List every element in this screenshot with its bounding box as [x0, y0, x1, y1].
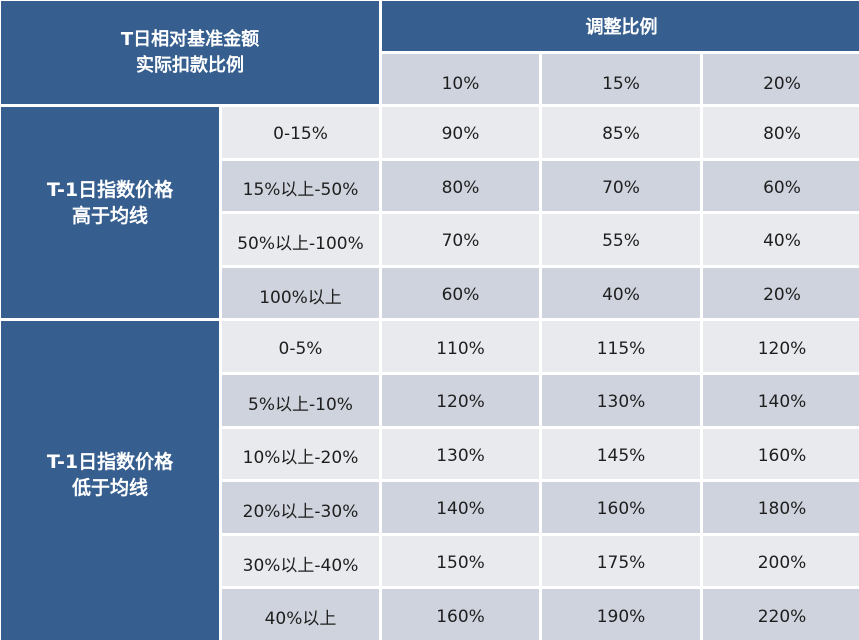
value-cell: 160% — [542, 482, 700, 533]
range-cell: 5%以上-10% — [222, 374, 379, 426]
value-cell: 40% — [703, 214, 859, 265]
adjust-ratio-header: 调整比例 — [382, 1, 859, 51]
range-cell: 0-15% — [222, 107, 379, 158]
value-cell: 140% — [382, 482, 539, 533]
value-cell: 145% — [542, 428, 700, 480]
value-cell: 70% — [542, 160, 700, 212]
range-cell: 100%以上 — [222, 267, 379, 319]
value-cell: 55% — [542, 214, 700, 265]
group-label-line1: T-1日指数价格 — [46, 178, 174, 201]
value-cell: 190% — [542, 589, 700, 640]
value-cell: 180% — [703, 482, 859, 533]
value-cell: 60% — [703, 160, 859, 212]
range-cell: 40%以上 — [222, 589, 379, 640]
range-cell: 20%以上-30% — [222, 482, 379, 533]
value-cell: 20% — [703, 267, 859, 319]
value-cell: 80% — [703, 107, 859, 158]
value-cell: 115% — [542, 321, 700, 372]
value-cell: 90% — [382, 107, 539, 158]
value-cell: 70% — [382, 214, 539, 265]
group-label-line2: 高于均线 — [71, 204, 148, 227]
corner-header-line1: T日相对基准金额 — [120, 28, 260, 50]
group-label-line2: 低于均线 — [71, 476, 148, 499]
value-cell: 130% — [382, 428, 539, 480]
adjust-column-10: 10% — [382, 54, 539, 104]
group-label-above-ma: T-1日指数价格 高于均线 — [1, 107, 219, 319]
range-cell: 15%以上-50% — [222, 160, 379, 212]
value-cell: 140% — [703, 374, 859, 426]
value-cell: 120% — [703, 321, 859, 372]
range-cell: 10%以上-20% — [222, 428, 379, 480]
value-cell: 200% — [703, 535, 859, 587]
value-cell: 150% — [382, 535, 539, 587]
value-cell: 220% — [703, 589, 859, 640]
adjust-column-15: 15% — [542, 54, 700, 104]
group-label-below-ma: T-1日指数价格 低于均线 — [1, 321, 219, 640]
value-cell: 60% — [382, 267, 539, 319]
value-cell: 110% — [382, 321, 539, 372]
value-cell: 160% — [703, 428, 859, 480]
corner-header: T日相对基准金额 实际扣款比例 — [1, 1, 379, 104]
group-label-line1: T-1日指数价格 — [46, 450, 174, 473]
value-cell: 175% — [542, 535, 700, 587]
value-cell: 85% — [542, 107, 700, 158]
value-cell: 130% — [542, 374, 700, 426]
range-cell: 0-5% — [222, 321, 379, 372]
value-cell: 80% — [382, 160, 539, 212]
corner-header-line2: 实际扣款比例 — [136, 54, 244, 76]
value-cell: 40% — [542, 267, 700, 319]
adjust-column-20: 20% — [703, 54, 859, 104]
range-cell: 50%以上-100% — [222, 214, 379, 265]
range-cell: 30%以上-40% — [222, 535, 379, 587]
value-cell: 120% — [382, 374, 539, 426]
value-cell: 160% — [382, 589, 539, 640]
